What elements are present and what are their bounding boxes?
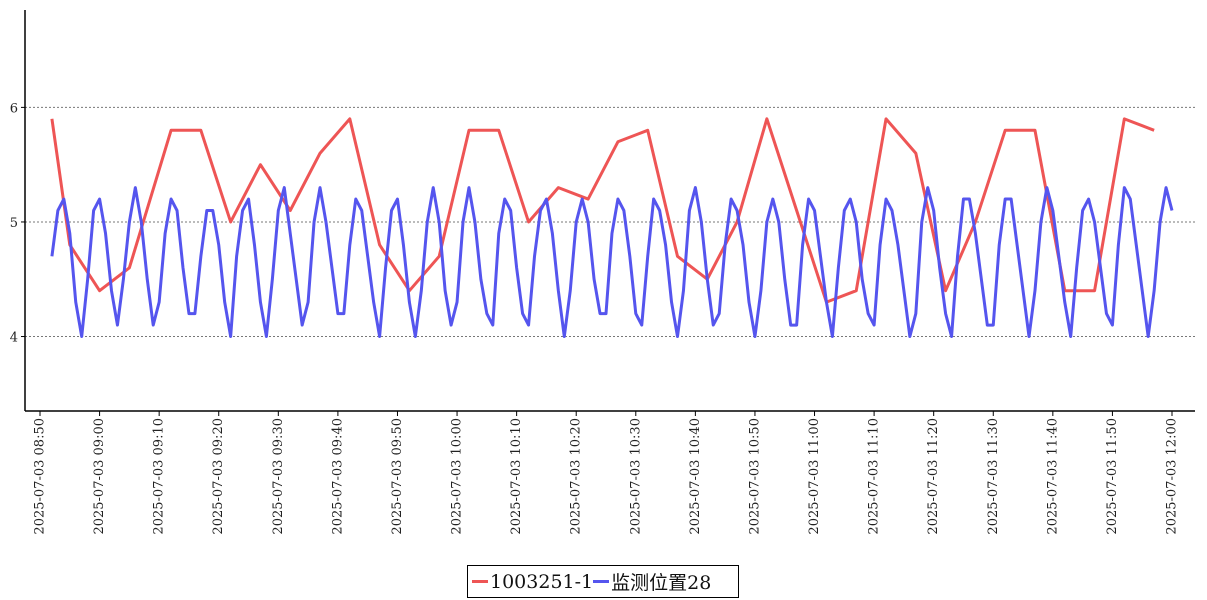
- legend-label-series-1: 1003251-1: [490, 570, 594, 593]
- x-tick-label-3: 2025-07-03 09:20: [211, 418, 226, 535]
- series-line-2: [50, 186, 1174, 339]
- x-tick-label-16: 2025-07-03 11:30: [986, 418, 1001, 535]
- legend-label-series-2: 监测位置28: [611, 572, 712, 594]
- legend-swatch-series-1: [472, 580, 488, 583]
- x-tick-label-0: 2025-07-03 08:50: [33, 418, 48, 535]
- series-line-1: [50, 117, 1155, 304]
- axes: [24, 10, 1195, 412]
- legend: 1003251-1 监测位置28: [467, 565, 739, 598]
- x-tick-labels: 2025-07-03 08:50 2025-07-03 09:00 2025-07-…: [33, 411, 1180, 535]
- x-tick-label-7: 2025-07-03 10:00: [450, 418, 465, 535]
- x-tick-label-5: 2025-07-03 09:40: [330, 418, 345, 535]
- grid-lines: [25, 106, 1195, 338]
- y-tick-label-0: 4: [10, 331, 18, 346]
- series-lines: [50, 117, 1174, 339]
- x-tick-label-15: 2025-07-03 11:20: [926, 418, 941, 535]
- x-tick-label-18: 2025-07-03 11:50: [1105, 418, 1120, 535]
- x-tick-label-11: 2025-07-03 10:40: [688, 418, 703, 535]
- x-tick-label-1: 2025-07-03 09:00: [92, 418, 107, 535]
- x-tick-label-17: 2025-07-03 11:40: [1045, 418, 1060, 535]
- x-tick-label-10: 2025-07-03 10:30: [628, 418, 643, 535]
- x-tick-label-14: 2025-07-03 11:10: [867, 418, 882, 535]
- legend-item-series-1: 1003251-1: [472, 571, 593, 593]
- x-tick-label-6: 2025-07-03 09:50: [390, 418, 405, 535]
- x-tick-label-8: 2025-07-03 10:10: [509, 418, 524, 535]
- legend-swatch-series-2: [593, 580, 610, 583]
- x-tick-label-13: 2025-07-03 11:00: [807, 418, 822, 535]
- legend-item-series-2: 监测位置28: [593, 568, 711, 595]
- y-tick-labels: 4 5 6: [10, 101, 25, 346]
- x-tick-label-9: 2025-07-03 10:20: [569, 418, 584, 535]
- x-tick-label-12: 2025-07-03 10:50: [747, 418, 762, 535]
- line-chart: 2025-07-03 08:50 2025-07-03 09:00 2025-07-…: [10, 10, 1195, 535]
- x-tick-label-2: 2025-07-03 09:10: [152, 418, 167, 535]
- y-tick-label-2: 6: [10, 101, 18, 116]
- x-tick-label-19: 2025-07-03 12:00: [1165, 418, 1180, 535]
- y-tick-label-1: 5: [10, 216, 18, 231]
- x-tick-label-4: 2025-07-03 09:30: [271, 418, 286, 535]
